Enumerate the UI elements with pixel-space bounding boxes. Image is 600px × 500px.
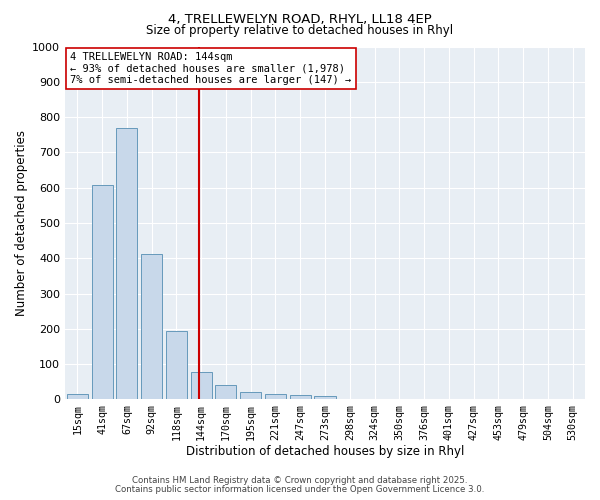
Bar	[166, 330, 187, 400]
Bar	[265, 394, 286, 400]
Text: Contains public sector information licensed under the Open Government Licence 3.: Contains public sector information licen…	[115, 485, 485, 494]
Text: Size of property relative to detached houses in Rhyl: Size of property relative to detached ho…	[146, 24, 454, 37]
Bar	[191, 372, 212, 400]
Text: 4 TRELLEWELYN ROAD: 144sqm
← 93% of detached houses are smaller (1,978)
7% of se: 4 TRELLEWELYN ROAD: 144sqm ← 93% of deta…	[70, 52, 352, 85]
Bar	[67, 394, 88, 400]
Y-axis label: Number of detached properties: Number of detached properties	[15, 130, 28, 316]
Bar	[314, 396, 335, 400]
Bar	[290, 395, 311, 400]
Text: 4, TRELLEWELYN ROAD, RHYL, LL18 4EP: 4, TRELLEWELYN ROAD, RHYL, LL18 4EP	[168, 12, 432, 26]
Bar	[141, 254, 162, 400]
X-axis label: Distribution of detached houses by size in Rhyl: Distribution of detached houses by size …	[186, 444, 464, 458]
Bar	[215, 386, 236, 400]
Bar	[240, 392, 261, 400]
Bar	[116, 128, 137, 400]
Text: Contains HM Land Registry data © Crown copyright and database right 2025.: Contains HM Land Registry data © Crown c…	[132, 476, 468, 485]
Bar	[92, 185, 113, 400]
